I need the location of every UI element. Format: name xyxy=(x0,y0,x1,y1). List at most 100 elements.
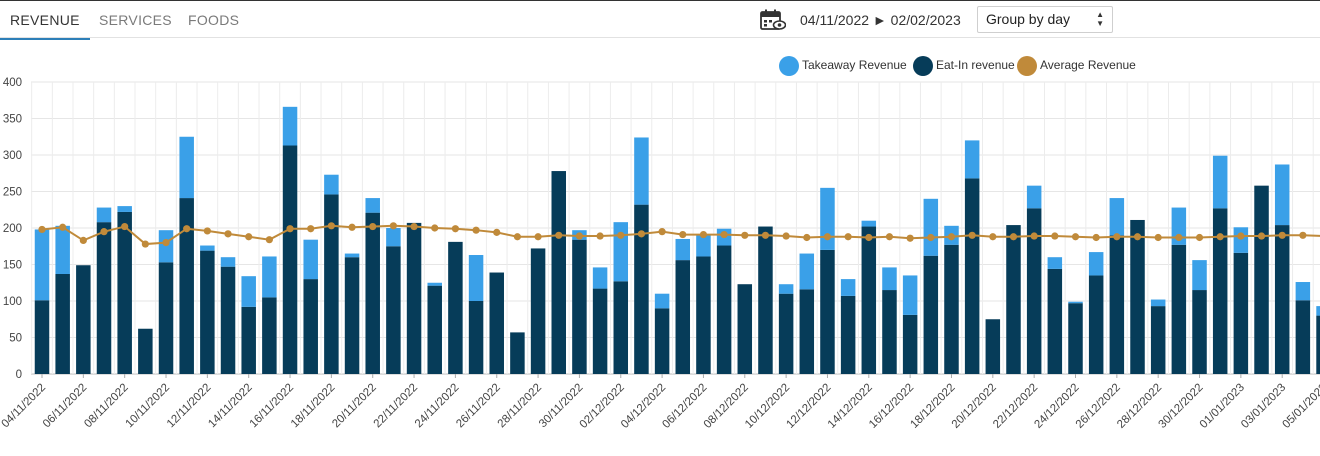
bar-takeaway[interactable] xyxy=(55,225,70,274)
bar-takeaway[interactable] xyxy=(468,255,484,301)
bar-takeaway[interactable] xyxy=(179,136,194,199)
bar-eatin[interactable] xyxy=(592,288,608,374)
average-point[interactable] xyxy=(327,222,335,230)
group-by-select[interactable]: Group by day ▲ ▼ xyxy=(977,6,1113,33)
bar-takeaway[interactable] xyxy=(1088,252,1104,276)
bar-eatin[interactable] xyxy=(634,204,649,374)
bar-takeaway[interactable] xyxy=(923,198,939,256)
bar-eatin[interactable] xyxy=(696,256,711,374)
average-point[interactable] xyxy=(906,234,914,242)
legend-takeaway-label[interactable]: Takeaway Revenue xyxy=(802,58,907,72)
average-point[interactable] xyxy=(1278,231,1286,239)
bar-takeaway[interactable] xyxy=(96,207,112,223)
bar-eatin[interactable] xyxy=(282,145,298,374)
average-point[interactable] xyxy=(1009,233,1018,241)
bar-takeaway[interactable] xyxy=(262,256,277,298)
bar-eatin[interactable] xyxy=(820,249,835,374)
legend-average-label[interactable]: Average Revenue xyxy=(1040,58,1136,72)
average-point[interactable] xyxy=(203,227,211,235)
average-point[interactable] xyxy=(699,230,708,239)
bar-takeaway[interactable] xyxy=(34,229,50,301)
average-point[interactable] xyxy=(596,232,604,240)
average-point[interactable] xyxy=(100,228,108,236)
average-point[interactable] xyxy=(1133,233,1142,241)
bar-takeaway[interactable] xyxy=(1047,257,1063,269)
legend-eatin-swatch[interactable] xyxy=(913,56,933,76)
bar-eatin[interactable] xyxy=(737,284,753,374)
average-point[interactable] xyxy=(761,231,770,239)
bar-takeaway[interactable] xyxy=(1212,155,1228,209)
bar-eatin[interactable] xyxy=(1088,275,1104,374)
bar-takeaway[interactable] xyxy=(882,267,897,291)
average-point[interactable] xyxy=(782,232,790,240)
average-point[interactable] xyxy=(575,232,584,240)
bar-eatin[interactable] xyxy=(179,198,194,374)
average-point[interactable] xyxy=(513,233,522,241)
average-point[interactable] xyxy=(59,223,67,231)
bar-takeaway[interactable] xyxy=(634,137,649,205)
bar-takeaway[interactable] xyxy=(1295,282,1311,301)
bar-eatin[interactable] xyxy=(840,295,856,374)
average-point[interactable] xyxy=(1154,233,1162,242)
average-point[interactable] xyxy=(1030,232,1038,240)
average-point[interactable] xyxy=(121,222,129,231)
bar-takeaway[interactable] xyxy=(696,234,711,257)
bar-eatin[interactable] xyxy=(1254,185,1269,374)
average-point[interactable] xyxy=(844,233,852,241)
average-point[interactable] xyxy=(555,231,563,239)
bar-eatin[interactable] xyxy=(964,178,980,374)
bar-eatin[interactable] xyxy=(489,272,504,374)
bar-eatin[interactable] xyxy=(758,226,773,374)
average-point[interactable] xyxy=(38,225,46,234)
average-point[interactable] xyxy=(741,231,749,239)
average-point[interactable] xyxy=(1195,233,1204,242)
bar-takeaway[interactable] xyxy=(117,206,132,212)
average-point[interactable] xyxy=(968,231,976,239)
legend-average-swatch[interactable] xyxy=(1017,56,1037,76)
bar-eatin[interactable] xyxy=(138,328,153,374)
bar-eatin[interactable] xyxy=(1274,225,1290,374)
average-point[interactable] xyxy=(927,233,935,242)
average-point[interactable] xyxy=(947,233,956,241)
bar-eatin[interactable] xyxy=(262,297,277,374)
average-point[interactable] xyxy=(679,230,687,239)
bar-eatin[interactable] xyxy=(1109,235,1125,374)
bar-eatin[interactable] xyxy=(510,332,525,374)
average-point[interactable] xyxy=(431,224,439,232)
bar-eatin[interactable] xyxy=(117,211,132,374)
bar-takeaway[interactable] xyxy=(282,106,298,146)
bar-takeaway[interactable] xyxy=(840,279,856,296)
bar-eatin[interactable] xyxy=(530,248,546,374)
bar-eatin[interactable] xyxy=(1316,315,1320,374)
average-point[interactable] xyxy=(1299,231,1307,239)
bar-eatin[interactable] xyxy=(468,301,484,374)
bar-eatin[interactable] xyxy=(406,222,422,374)
bar-eatin[interactable] xyxy=(1150,306,1166,374)
bar-eatin[interactable] xyxy=(985,319,1001,374)
bar-eatin[interactable] xyxy=(1068,303,1083,374)
bar-eatin[interactable] xyxy=(344,257,360,374)
date-range[interactable]: 04/11/2022 ► 02/02/2023 xyxy=(800,12,961,28)
bar-eatin[interactable] xyxy=(34,300,50,374)
average-point[interactable] xyxy=(1051,232,1059,240)
bar-takeaway[interactable] xyxy=(1274,164,1290,226)
average-point[interactable] xyxy=(348,223,356,231)
average-point[interactable] xyxy=(1216,233,1224,241)
average-point[interactable] xyxy=(410,222,418,231)
tab-services[interactable]: SERVICES xyxy=(99,12,172,28)
average-point[interactable] xyxy=(1175,233,1183,242)
bar-takeaway[interactable] xyxy=(778,284,794,294)
bar-eatin[interactable] xyxy=(944,244,959,374)
average-point[interactable] xyxy=(1237,232,1245,240)
bar-eatin[interactable] xyxy=(1171,244,1187,374)
bar-eatin[interactable] xyxy=(799,289,815,374)
average-point[interactable] xyxy=(637,230,646,238)
bar-takeaway[interactable] xyxy=(1068,301,1083,304)
average-point[interactable] xyxy=(989,233,997,241)
bar-eatin[interactable] xyxy=(241,306,256,374)
average-point[interactable] xyxy=(265,236,273,244)
bar-eatin[interactable] xyxy=(200,250,215,374)
bar-takeaway[interactable] xyxy=(613,222,629,282)
calendar-eye-icon[interactable] xyxy=(760,9,786,31)
bar-eatin[interactable] xyxy=(572,239,587,374)
